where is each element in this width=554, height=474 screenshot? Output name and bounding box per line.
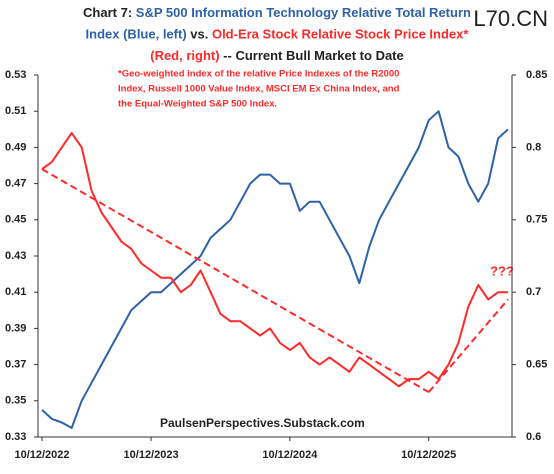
y-tick-label: 0.39 <box>5 322 26 334</box>
y2-tick-label: 0.75 <box>526 214 547 226</box>
watermark: L70.CN <box>473 6 548 31</box>
x-tick-label: 10/12/2022 <box>14 449 69 461</box>
y-tick-label: 0.49 <box>5 141 26 153</box>
x-tick-label: 10/12/2025 <box>401 449 456 461</box>
y-tick-label: 0.35 <box>5 395 26 407</box>
title-part: S&P 500 Information Technology Relative … <box>136 5 471 20</box>
chart-title: Index (Blue, left) vs. Old-Era Stock Rel… <box>86 27 470 42</box>
series-line <box>41 110 509 429</box>
chart-title: Chart 7: S&P 500 Information Technology … <box>83 5 471 20</box>
y2-tick-label: 0.85 <box>526 69 547 81</box>
y-tick-label: 0.53 <box>5 69 26 81</box>
trend-line <box>41 168 430 393</box>
y-tick-label: 0.37 <box>5 359 26 371</box>
y-tick-label: 0.45 <box>5 214 26 226</box>
title-part: Chart 7: <box>83 5 136 20</box>
y-tick-label: 0.33 <box>5 431 26 443</box>
y-tick-label: 0.51 <box>5 105 26 117</box>
y-tick-label: 0.41 <box>5 286 26 298</box>
y2-tick-label: 0.65 <box>526 359 547 371</box>
y-tick-label: 0.43 <box>5 250 26 262</box>
y2-tick-label: 0.8 <box>526 141 541 153</box>
annotation: ??? <box>490 263 514 278</box>
trend-line <box>427 298 509 393</box>
footnote: the Equal-Weighted S&P 500 Index. <box>118 99 277 110</box>
source: PaulsenPerspectives.Substack.com <box>160 416 365 430</box>
title-part: -- Current Bull Market to Date <box>223 48 404 63</box>
y2-tick-label: 0.6 <box>526 431 541 443</box>
x-tick-label: 10/12/2024 <box>262 449 318 461</box>
title-part: Index (Blue, left) <box>86 27 191 42</box>
title-part: vs. <box>190 27 212 42</box>
x-tick-label: 10/12/2023 <box>124 449 179 461</box>
footnote: *Geo-weighted index of the relative Pric… <box>118 69 399 80</box>
chart-title: (Red, right) -- Current Bull Market to D… <box>150 48 404 63</box>
series-line <box>41 131 508 388</box>
footnote: Index, Russell 1000 Value Index, MSCI EM… <box>118 84 400 95</box>
title-part: (Red, right) <box>150 48 223 63</box>
y-tick-label: 0.47 <box>5 178 26 190</box>
y2-tick-label: 0.7 <box>526 286 541 298</box>
title-part: Old-Era Stock Relative Stock Price Index… <box>212 27 469 42</box>
